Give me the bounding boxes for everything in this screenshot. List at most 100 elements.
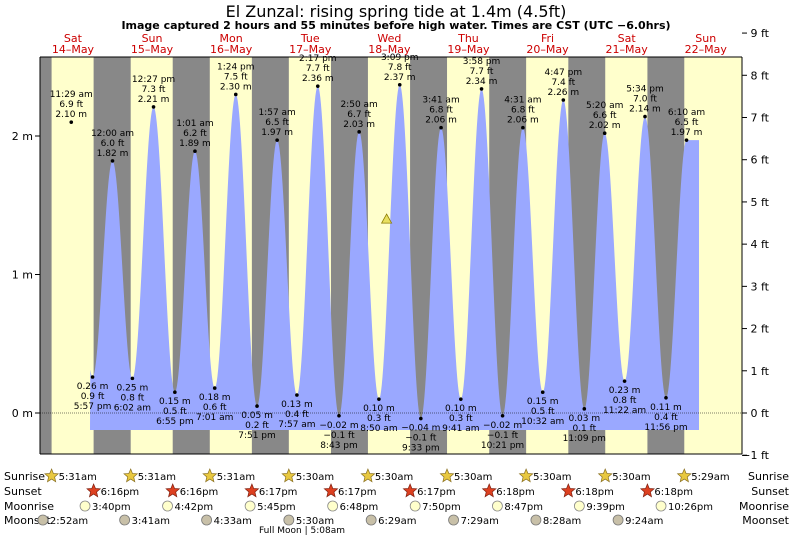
day-name-label: Sat [618,32,637,45]
sunset-star-icon [481,483,497,498]
low-tide-meters: −0.04 m [401,424,440,434]
low-tide-meters: 0.13 m [281,400,313,410]
right-tick-label: 4 ft [751,238,770,251]
high-tide-feet: 7.0 ft [633,95,657,105]
row-label-left-sunset: Sunset [4,485,42,498]
day-date-label: 20–May [526,43,569,56]
moonrise-time: 9:39pm [586,502,625,513]
high-tide-meters: 1.82 m [97,149,129,159]
tide-extreme-dot [602,131,607,136]
moonset-time: 4:33am [214,516,252,527]
high-tide-feet: 7.5 ft [224,72,248,82]
moonrise-time: 5:45pm [257,502,296,513]
sunrise-time: 5:29am [691,472,729,483]
moonrise-moon-icon [162,500,173,512]
sunset-star-icon [639,483,655,498]
high-tide-time: 3:41 am [422,96,459,106]
high-tide-feet: 6.8 ft [429,106,453,116]
low-tide-feet: 0.8 ft [121,393,145,403]
row-label-right-sunrise: Sunrise [748,470,789,483]
low-tide-time: 10:21 pm [481,441,524,451]
day-date-label: 21–May [606,43,649,56]
tide-extreme-dot [295,393,299,397]
low-tide-feet: 0.3 ft [367,414,391,424]
sunrise-star-icon [518,468,534,483]
sunrise-time: 5:31am [138,472,176,483]
low-tide-time: 9:33 pm [402,444,440,454]
low-tide-meters: 0.26 m [77,382,109,392]
sunset-star-icon [323,483,339,498]
low-tide-time: 5:57 pm [74,402,112,412]
right-tick-label: 0 ft [751,407,770,420]
moonset-moon-icon [201,514,213,526]
tide-extreme-dot [561,98,566,102]
low-tide-meters: 0.11 m [650,403,682,413]
right-tick-label: 8 ft [751,69,770,82]
tide-extreme-dot [459,397,463,401]
low-tide-feet: 0.1 ft [572,424,596,434]
high-tide-meters: 2.02 m [589,121,621,131]
sunset-time: 6:16pm [180,487,219,498]
high-tide-feet: 7.3 ft [142,85,166,95]
moonset-moon-icon [119,514,131,526]
sunset-time: 6:18pm [654,487,693,498]
moonrise-moon-icon [573,500,585,512]
high-tide-feet: 6.8 ft [511,106,535,116]
tide-extreme-dot [173,390,177,395]
tide-extreme-dot [315,84,320,88]
low-tide-time: 9:41 am [442,424,479,434]
sunset-star-icon [165,483,181,498]
chart-subtitle: Image captured 2 hours and 55 minutes be… [121,19,670,32]
tide-extreme-dot [479,87,484,91]
high-tide-time: 5:34 pm [626,85,664,95]
moonset-time: 8:28am [543,516,581,527]
moonset-time: 7:29am [461,516,499,527]
moonset-time: 5:30am [296,516,334,527]
low-tide-feet: 0.6 ft [203,403,227,413]
high-tide-meters: 2.06 m [425,116,457,126]
high-tide-meters: 2.06 m [507,116,539,126]
moonset-time: 6:29am [378,516,416,527]
moonrise-time: 8:47pm [504,502,543,513]
day-name-label: Sun [142,32,163,45]
high-tide-meters: 1.97 m [261,128,293,138]
moonrise-time: 7:50pm [422,502,461,513]
low-tide-meters: 0.18 m [199,393,231,403]
high-tide-meters: 2.03 m [343,120,375,130]
day-name-label: Wed [377,32,401,45]
moonset-moon-icon [448,514,459,526]
low-tide-meters: 0.03 m [568,414,600,424]
low-tide-meters: 0.23 m [609,386,641,396]
day-name-label: Mon [220,32,243,45]
right-tick-label: 3 ft [751,280,770,293]
high-tide-time: 1:24 pm [217,62,255,72]
high-tide-feet: 6.5 ft [265,118,289,128]
tide-extreme-dot [664,395,668,400]
tide-extreme-dot [540,390,545,395]
moonset-time: 3:41am [132,516,170,527]
sunset-star-icon [560,483,576,498]
low-tide-meters: 0.15 m [159,397,191,407]
sunset-star-icon [86,483,102,498]
low-tide-time: 11:56 pm [644,423,687,433]
moonrise-moon-icon [79,500,91,512]
low-tide-time: 6:02 am [114,403,151,413]
low-tide-feet: 0.9 ft [81,392,105,402]
high-tide-time: 6:10 am [668,108,705,118]
tide-extreme-dot [151,105,156,109]
day-date-label: 19–May [447,43,490,56]
sunrise-star-icon [597,468,613,483]
sunrise-time: 5:31am [59,472,97,483]
sunrise-star-icon [676,468,692,483]
tide-extreme-dot [622,379,627,383]
high-tide-feet: 6.6 ft [593,111,617,121]
tide-extreme-dot [500,413,505,418]
high-tide-time: 12:27 pm [132,75,175,85]
moonset-moon-icon [365,514,377,526]
tide-extreme-dot [643,114,647,119]
moonrise-time: 6:48pm [340,502,379,513]
moonrise-time: 3:40pm [92,502,131,513]
tide-extreme-dot [110,159,115,163]
sunrise-time: 5:30am [454,472,492,483]
